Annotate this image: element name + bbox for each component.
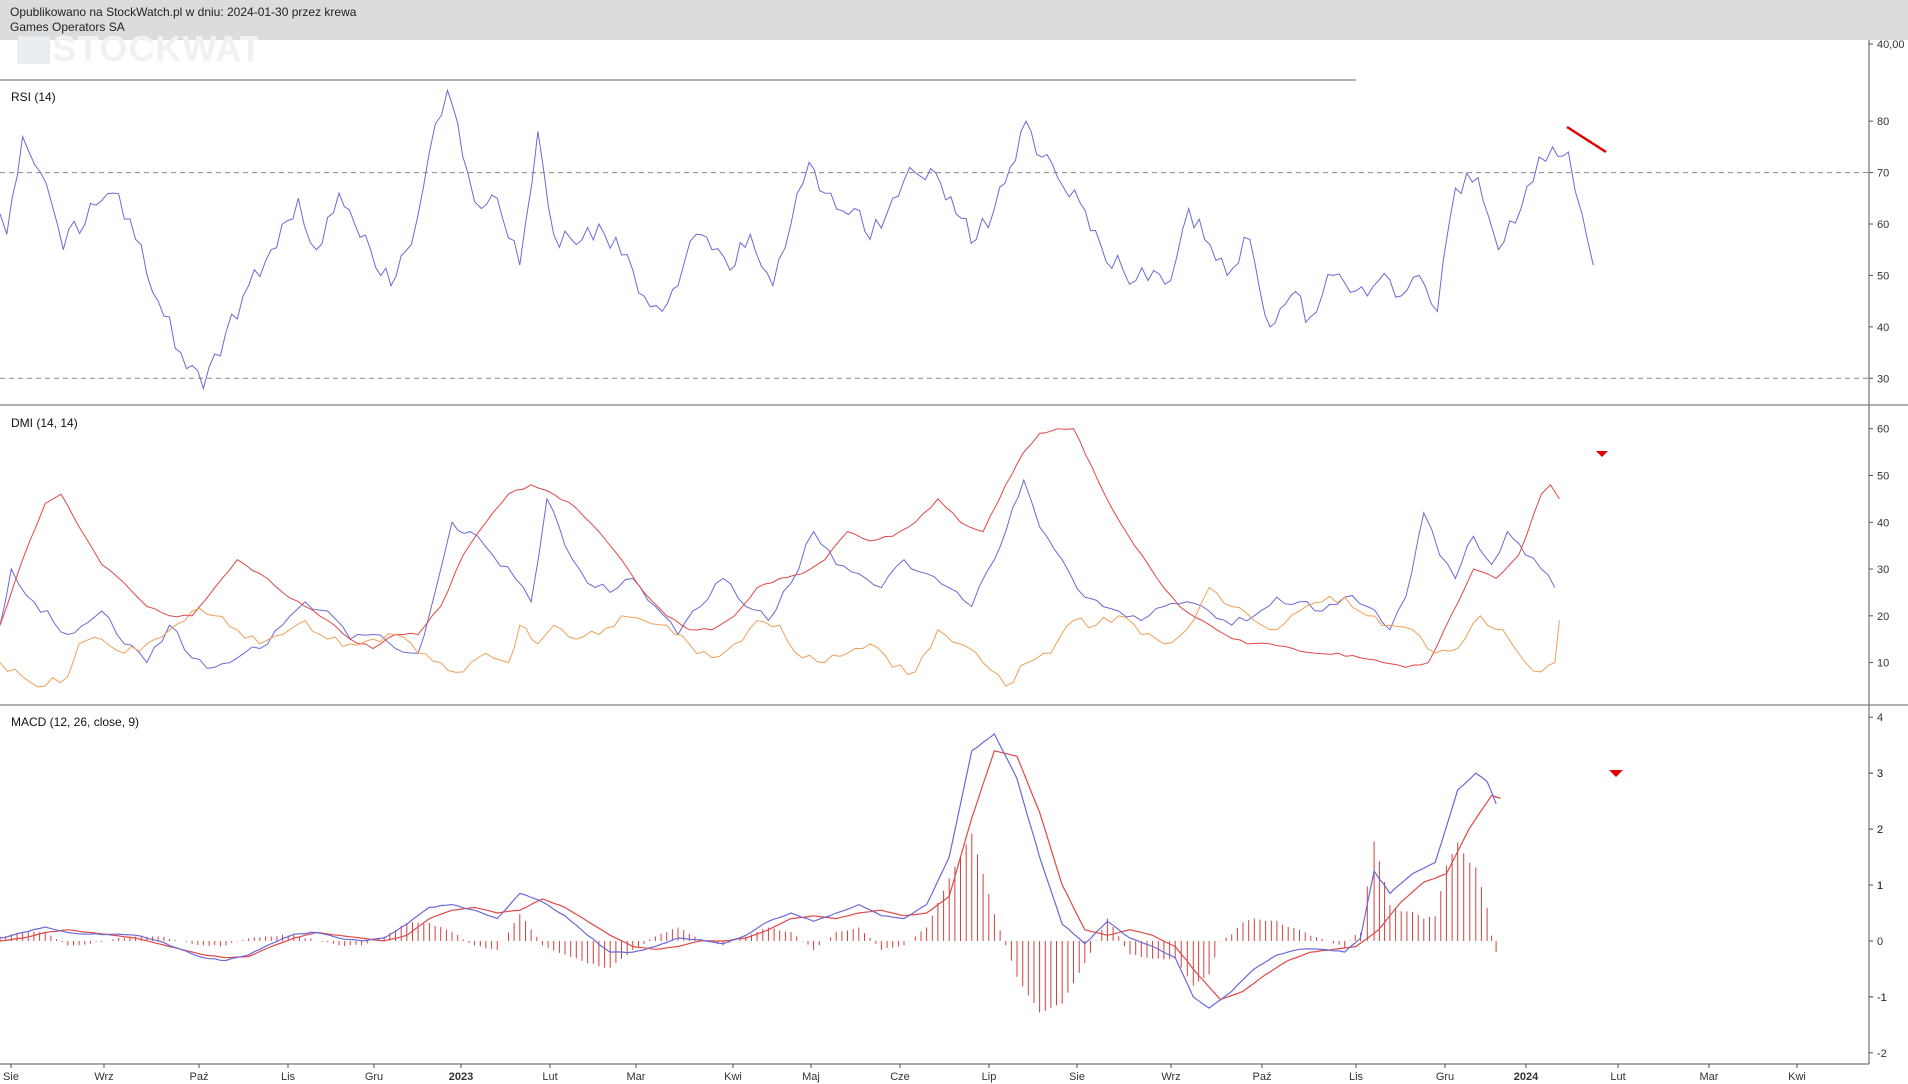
x-tick-label: Wrz [1161, 1071, 1180, 1083]
rsi-tick-label: 30 [1877, 373, 1889, 385]
rsi-tick-label: 80 [1877, 116, 1889, 128]
macd-line [0, 733, 1497, 1009]
dmi-tick-label: 30 [1877, 564, 1889, 576]
x-tick-label: Sie [1069, 1071, 1085, 1083]
dmi-line-adx [0, 586, 1560, 688]
x-tick-label: Sie [3, 1071, 19, 1083]
macd-tick-label: -2 [1877, 1048, 1887, 1060]
dmi-line-plus_di [0, 478, 1556, 669]
macd-tick-label: 4 [1877, 712, 1883, 724]
x-tick-label: Maj [802, 1071, 820, 1083]
macd-tick-label: 3 [1877, 768, 1883, 780]
price-tick-label: 40,00 [1877, 39, 1905, 51]
rsi-annotation-line [1566, 125, 1607, 154]
x-tick-label: Mar [1700, 1071, 1719, 1083]
x-tick-label: Paź [190, 1071, 209, 1083]
x-tick-label: Kwi [724, 1071, 742, 1083]
x-tick-label: Lis [1349, 1071, 1364, 1083]
company-name: Games Operators SA [10, 20, 125, 34]
x-tick-label: Lut [542, 1071, 557, 1083]
chart-header: Opublikowano na StockWatch.pl w dniu: 20… [0, 0, 1908, 40]
rsi-line [0, 88, 1594, 391]
macd-tick-label: 1 [1877, 880, 1883, 892]
x-tick-label: Kwi [1788, 1071, 1806, 1083]
macd-title: MACD (12, 26, close, 9) [11, 715, 139, 729]
rsi-panel: RSI (14) [0, 88, 1869, 391]
x-tick-label: Lut [1610, 1071, 1625, 1083]
dmi-panel: DMI (14, 14) [0, 416, 1608, 688]
macd-tick-label: -1 [1877, 992, 1887, 1004]
stockwatch-logo: STOCKWATCH [18, 24, 258, 64]
macd-tick-label: 3 [1877, 768, 1883, 780]
x-tick-label: Gru [365, 1071, 383, 1083]
dmi-title: DMI (14, 14) [11, 416, 78, 430]
x-tick-label: Lip [982, 1071, 997, 1083]
dmi-line-minus_di [0, 428, 1560, 668]
dmi-tick-label: 50 [1877, 470, 1889, 482]
x-tick-label: 2023 [449, 1071, 473, 1083]
macd-tick-label: 1 [1877, 880, 1883, 892]
dmi-tick-label: 20 [1877, 611, 1889, 623]
macd-tick-label: -1 [1877, 992, 1887, 1004]
macd-tick-label: 2 [1877, 824, 1883, 836]
rsi-tick-label: 70 [1877, 168, 1889, 180]
dmi-tick-label: 40 [1877, 517, 1889, 529]
macd-annotation-triangle-icon [1609, 770, 1623, 777]
x-tick-label: Mar [627, 1071, 646, 1083]
dmi-tick-label: 10 [1877, 658, 1889, 670]
x-axis: 40,00304050607080102030405060-2-1-101122… [3, 39, 1904, 1083]
macd-panel: MACD (12, 26, close, 9) [0, 715, 1623, 1013]
macd-tick-label: 0 [1877, 936, 1883, 948]
x-tick-label: Cze [890, 1071, 910, 1083]
logo-mark-icon [18, 36, 50, 64]
x-tick-label: Lis [281, 1071, 296, 1083]
logo-text: STOCKWATCH [52, 28, 258, 64]
rsi-tick-label: 50 [1877, 270, 1889, 282]
macd-signal-line [0, 750, 1501, 1001]
rsi-tick-label: 40 [1877, 322, 1889, 334]
x-tick-label: 2024 [1514, 1071, 1539, 1083]
macd-tick-label: 2 [1877, 824, 1883, 836]
rsi-tick-label: 60 [1877, 219, 1889, 231]
rsi-title: RSI (14) [11, 90, 56, 104]
dmi-annotation-triangle-icon [1596, 451, 1608, 457]
x-tick-label: Gru [1436, 1071, 1454, 1083]
dmi-tick-label: 60 [1877, 424, 1889, 436]
published-info: Opublikowano na StockWatch.pl w dniu: 20… [10, 5, 357, 19]
x-tick-label: Paź [1253, 1071, 1272, 1083]
x-tick-label: Wrz [94, 1071, 113, 1083]
